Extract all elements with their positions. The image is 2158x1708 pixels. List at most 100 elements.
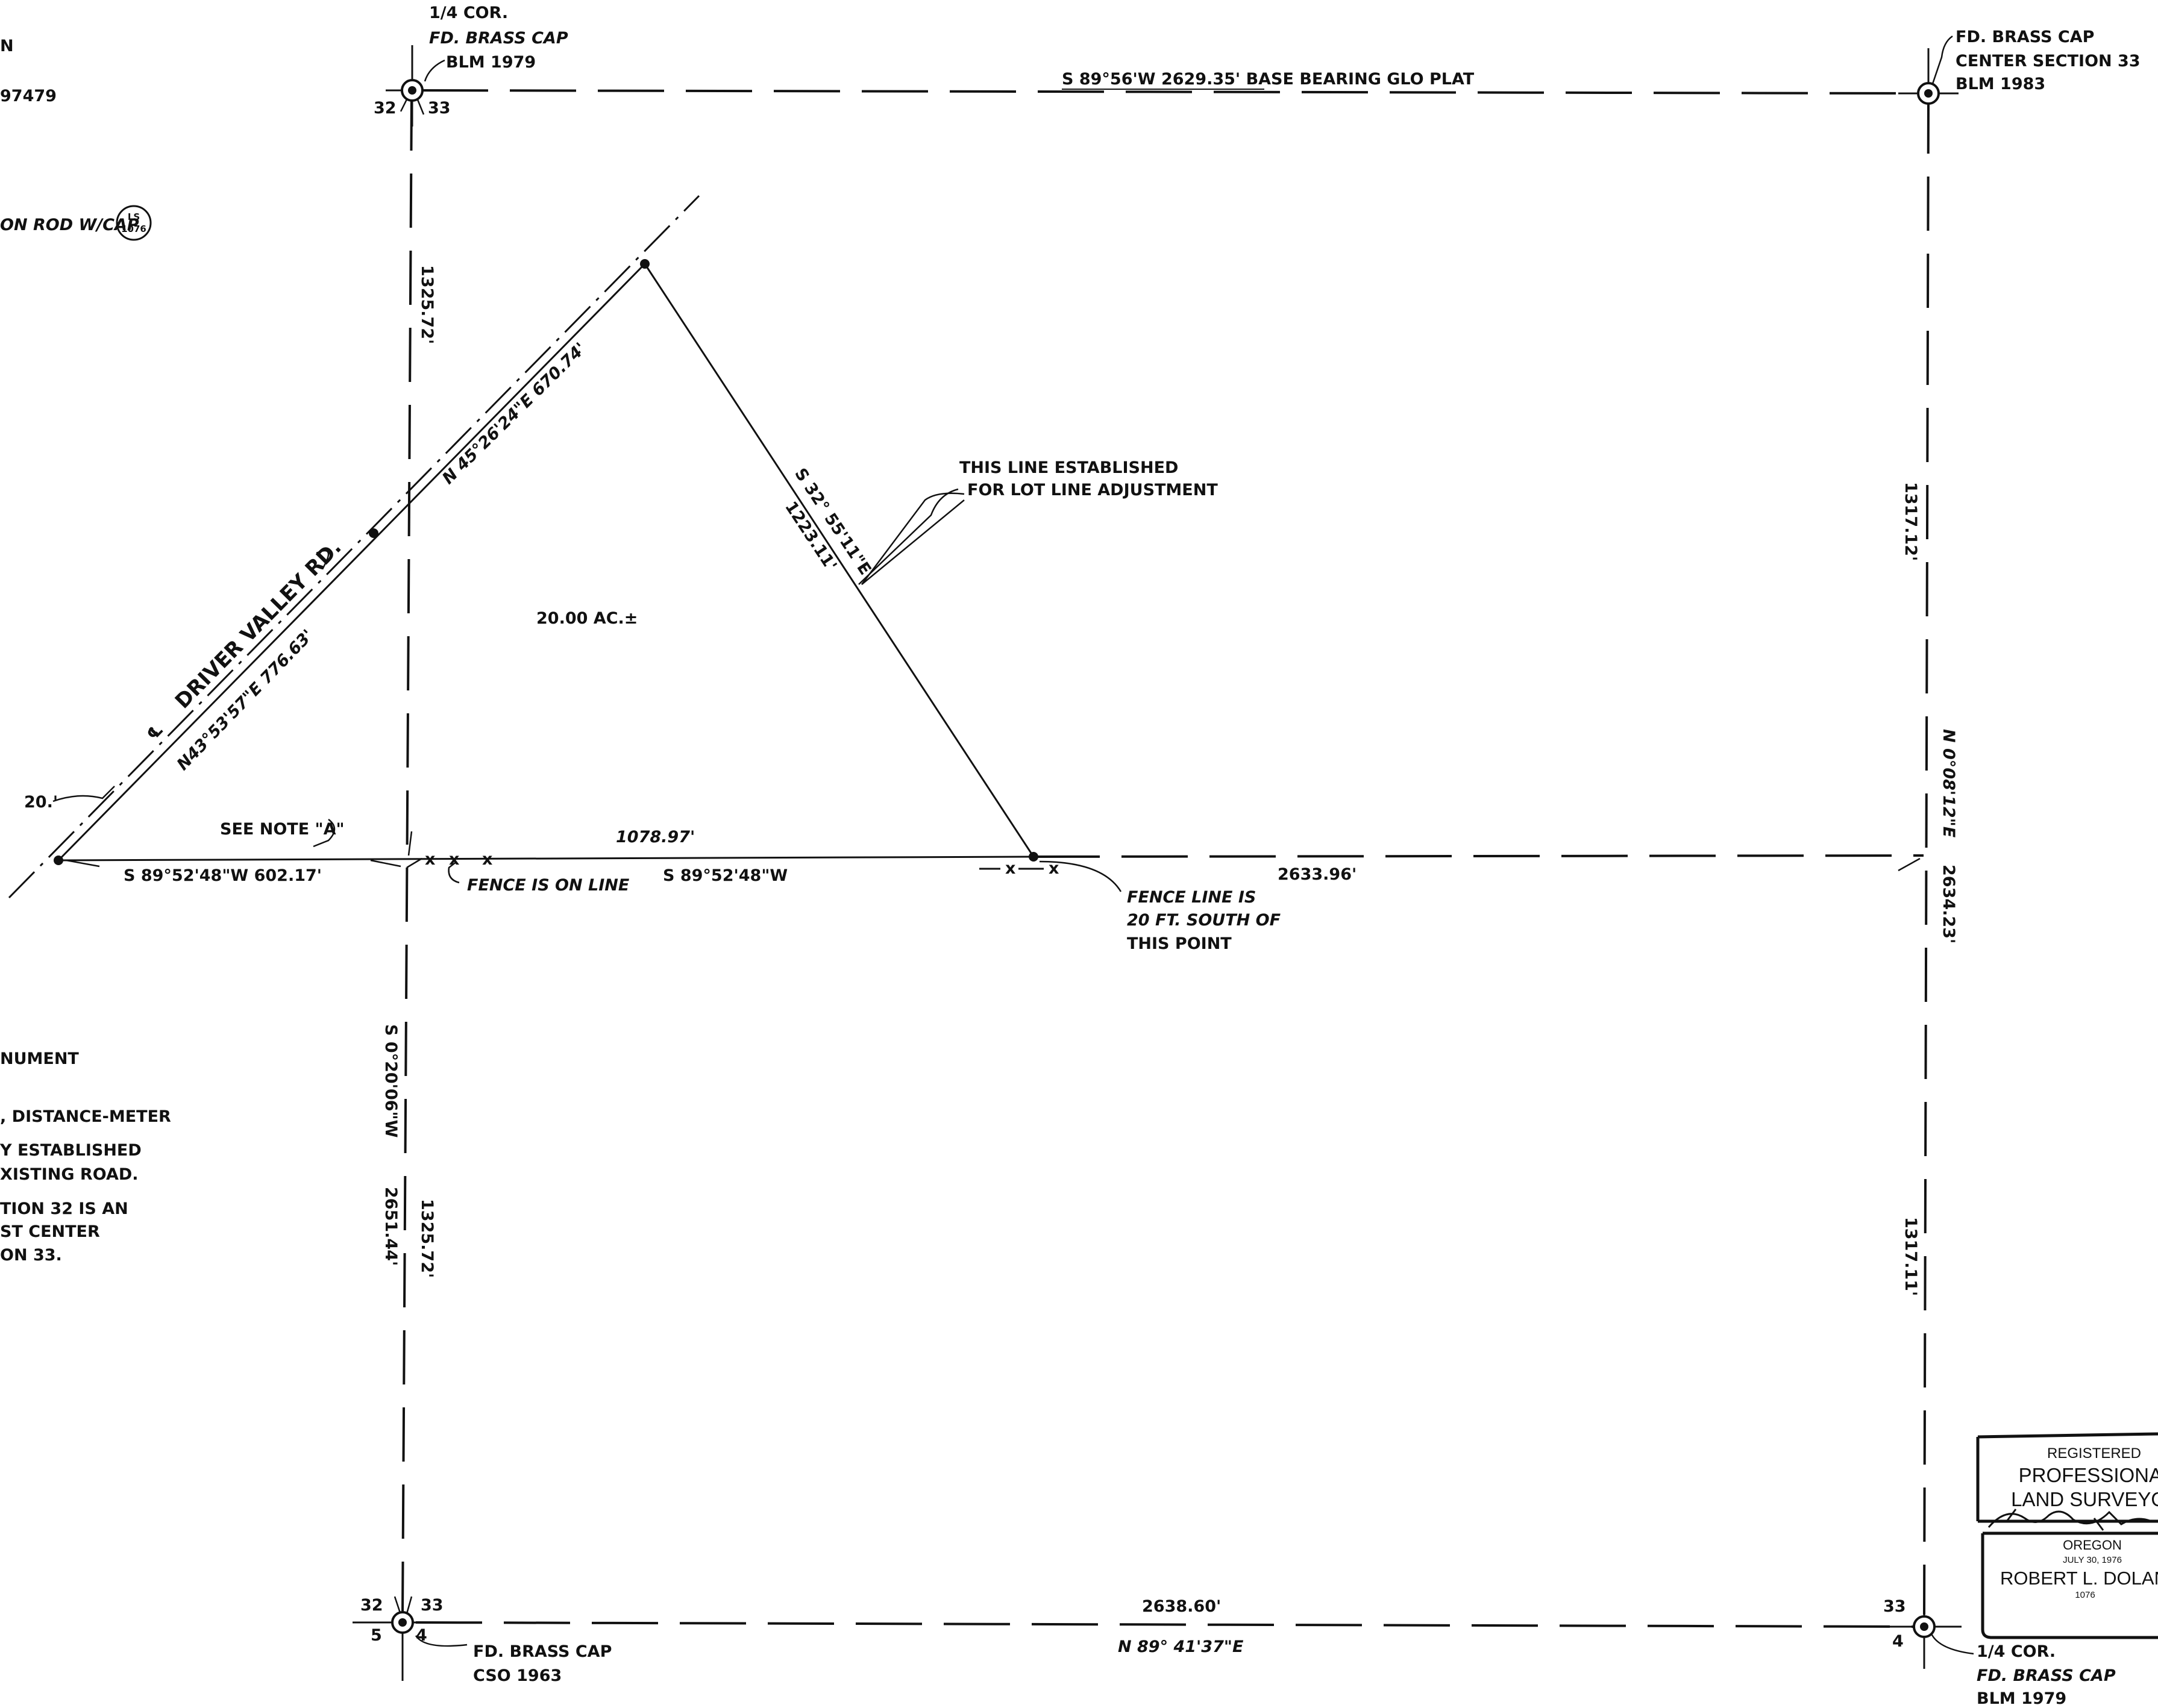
nw-corner-line1: 1/4 COR. <box>429 4 508 22</box>
east-bearing: N 0°08'12"E <box>1939 729 1958 838</box>
fence-south-leader <box>1039 860 1122 892</box>
sw-sec-sw: 5 <box>371 1626 382 1645</box>
road-angle-point <box>369 528 378 538</box>
nw-corner-line3: BLM 1979 <box>446 53 536 72</box>
fence-mark-5: x <box>1049 859 1059 878</box>
fence-mark-4: x <box>1005 859 1015 878</box>
west-tick-arrow <box>407 831 413 856</box>
lot-adjustment-line <box>644 263 1035 857</box>
fence-south-2: 20 FT. SOUTH OF <box>1127 911 1281 930</box>
mid-west-call: S 89°52'48"W 602.17' <box>124 866 322 885</box>
east-total: 2634.23' <box>1939 865 1958 943</box>
sw-corner-line1: FD. BRASS CAP <box>473 1642 612 1661</box>
fence-south-3: THIS POINT <box>1127 934 1232 953</box>
se-corner-line1: 1/4 COR. <box>1977 1642 2056 1661</box>
road-width-leader <box>52 786 115 802</box>
se-corner-leader <box>1930 1633 1974 1655</box>
south-section-line <box>415 1621 1914 1628</box>
ne-corner-line1: FD. BRASS CAP <box>1956 28 2094 46</box>
west-lower-dist: 1325.72' <box>418 1199 436 1278</box>
north-line-call: S 89°56'W 2629.35' BASE BEARING GLO PLAT <box>1062 70 1475 89</box>
margin-text-8: TION 32 IS AN <box>0 1200 128 1218</box>
stamp-frame <box>1976 1432 2158 1639</box>
mid-line-solid <box>58 856 1034 862</box>
margin-text-2: 97479 <box>0 87 57 105</box>
adjustment-leader <box>861 492 965 585</box>
nw-monument-dot <box>408 86 416 95</box>
nw-corner-leader <box>424 59 445 82</box>
sw-corner-line2: CSO 1963 <box>473 1666 562 1685</box>
ne-monument-dot <box>1924 89 1933 98</box>
sw-corner-leader <box>415 1635 468 1647</box>
sw-monument-dot <box>398 1618 407 1627</box>
road-width: 20.' <box>24 793 58 812</box>
stamp-number: 1076 <box>2075 1590 2095 1600</box>
lot-corner-north <box>640 259 650 269</box>
fence-mark-3: x <box>482 850 492 869</box>
margin-text-4: NUMENT <box>0 1050 79 1068</box>
mid-line-dashed <box>1033 854 1924 858</box>
margin-text-5: , DISTANCE-METER <box>0 1107 171 1126</box>
road-upper-call: N 45°26'24"E 670.74' <box>439 339 590 488</box>
east-section-line <box>1923 99 1930 1615</box>
east-arrow <box>1898 857 1921 872</box>
west-section-line <box>401 96 413 1615</box>
ne-corner-line3: BLM 1983 <box>1956 75 2045 93</box>
lot-corner-east <box>1029 852 1038 862</box>
sw-sec-se: 4 <box>416 1626 427 1645</box>
fence-on-line: FENCE IS ON LINE <box>467 876 630 895</box>
west-upper-dist: 1325.72' <box>418 265 436 344</box>
road-name-leader <box>316 549 330 570</box>
se-monument-dot <box>1920 1622 1928 1631</box>
sw-sec-ne: 33 <box>421 1596 444 1615</box>
se-corner-line3: BLM 1979 <box>1977 1689 2066 1705</box>
nw-sec-right: 33 <box>428 99 451 117</box>
see-note-leader <box>313 819 336 848</box>
east-lower-dist: 1317.11' <box>1901 1217 1920 1296</box>
margin-cap-icon: LS 1076 <box>116 205 152 241</box>
lot-corner-west <box>54 856 63 865</box>
sw-sec-nw: 32 <box>360 1596 383 1615</box>
nw-corner-line2: FD. BRASS CAP <box>429 29 568 48</box>
nw-sec-left: 32 <box>374 99 397 117</box>
adjustment-note-2: FOR LOT LINE ADJUSTMENT <box>967 481 1218 499</box>
margin-text-6: Y ESTABLISHED <box>0 1141 142 1160</box>
adjustment-note-1: THIS LINE ESTABLISHED <box>959 458 1178 477</box>
north-section-line <box>421 89 1923 95</box>
east-upper-dist: 1317.12' <box>1901 482 1920 561</box>
west-lower-bearing: S 0°20'06"W <box>381 1024 400 1137</box>
road-centerline <box>8 195 700 899</box>
fence-tick <box>406 857 422 869</box>
boundary-lines <box>8 35 1974 1681</box>
adjustment-leader-hook <box>858 488 959 585</box>
stamp-professional: PROFESSIONAL <box>2019 1464 2158 1486</box>
se-corner-line2: FD. BRASS CAP <box>1977 1666 2116 1685</box>
south-dist: 2638.60' <box>1142 1597 1221 1616</box>
fence-mark-2: x <box>449 850 459 869</box>
margin-text-7: XISTING ROAD. <box>0 1165 139 1184</box>
stamp-signature <box>1987 1509 2152 1531</box>
west-lower-total: 2651.44' <box>381 1187 400 1266</box>
margin-text-9: ST CENTER <box>0 1222 100 1241</box>
mid-total: 2633.96' <box>1278 865 1357 884</box>
ne-corner-line2: CENTER SECTION 33 <box>1956 52 2141 70</box>
south-bearing: N 89° 41'37"E <box>1118 1638 1244 1656</box>
margin-text-10: ON 33. <box>0 1246 62 1265</box>
margin-text-3: ON ROD W/CAP <box>0 216 139 234</box>
se-sec-nw: 33 <box>1883 1597 1906 1616</box>
see-note-a: SEE NOTE "A" <box>220 820 345 839</box>
stamp-registered: REGISTERED <box>2047 1445 2141 1462</box>
fence-on-line-leader <box>448 861 460 884</box>
corner-monuments <box>54 79 1940 1638</box>
mid-dist: 1078.97' <box>616 828 695 846</box>
mid-bearing: S 89°52'48"W <box>663 866 788 885</box>
road-cl-symbol: ℄ <box>143 721 167 744</box>
mid-west-arrow-2 <box>370 859 401 868</box>
fence-mark-1: x <box>425 850 435 869</box>
margin-text-1: N <box>0 37 14 55</box>
stamp-date: JULY 30, 1976 <box>2063 1555 2122 1565</box>
